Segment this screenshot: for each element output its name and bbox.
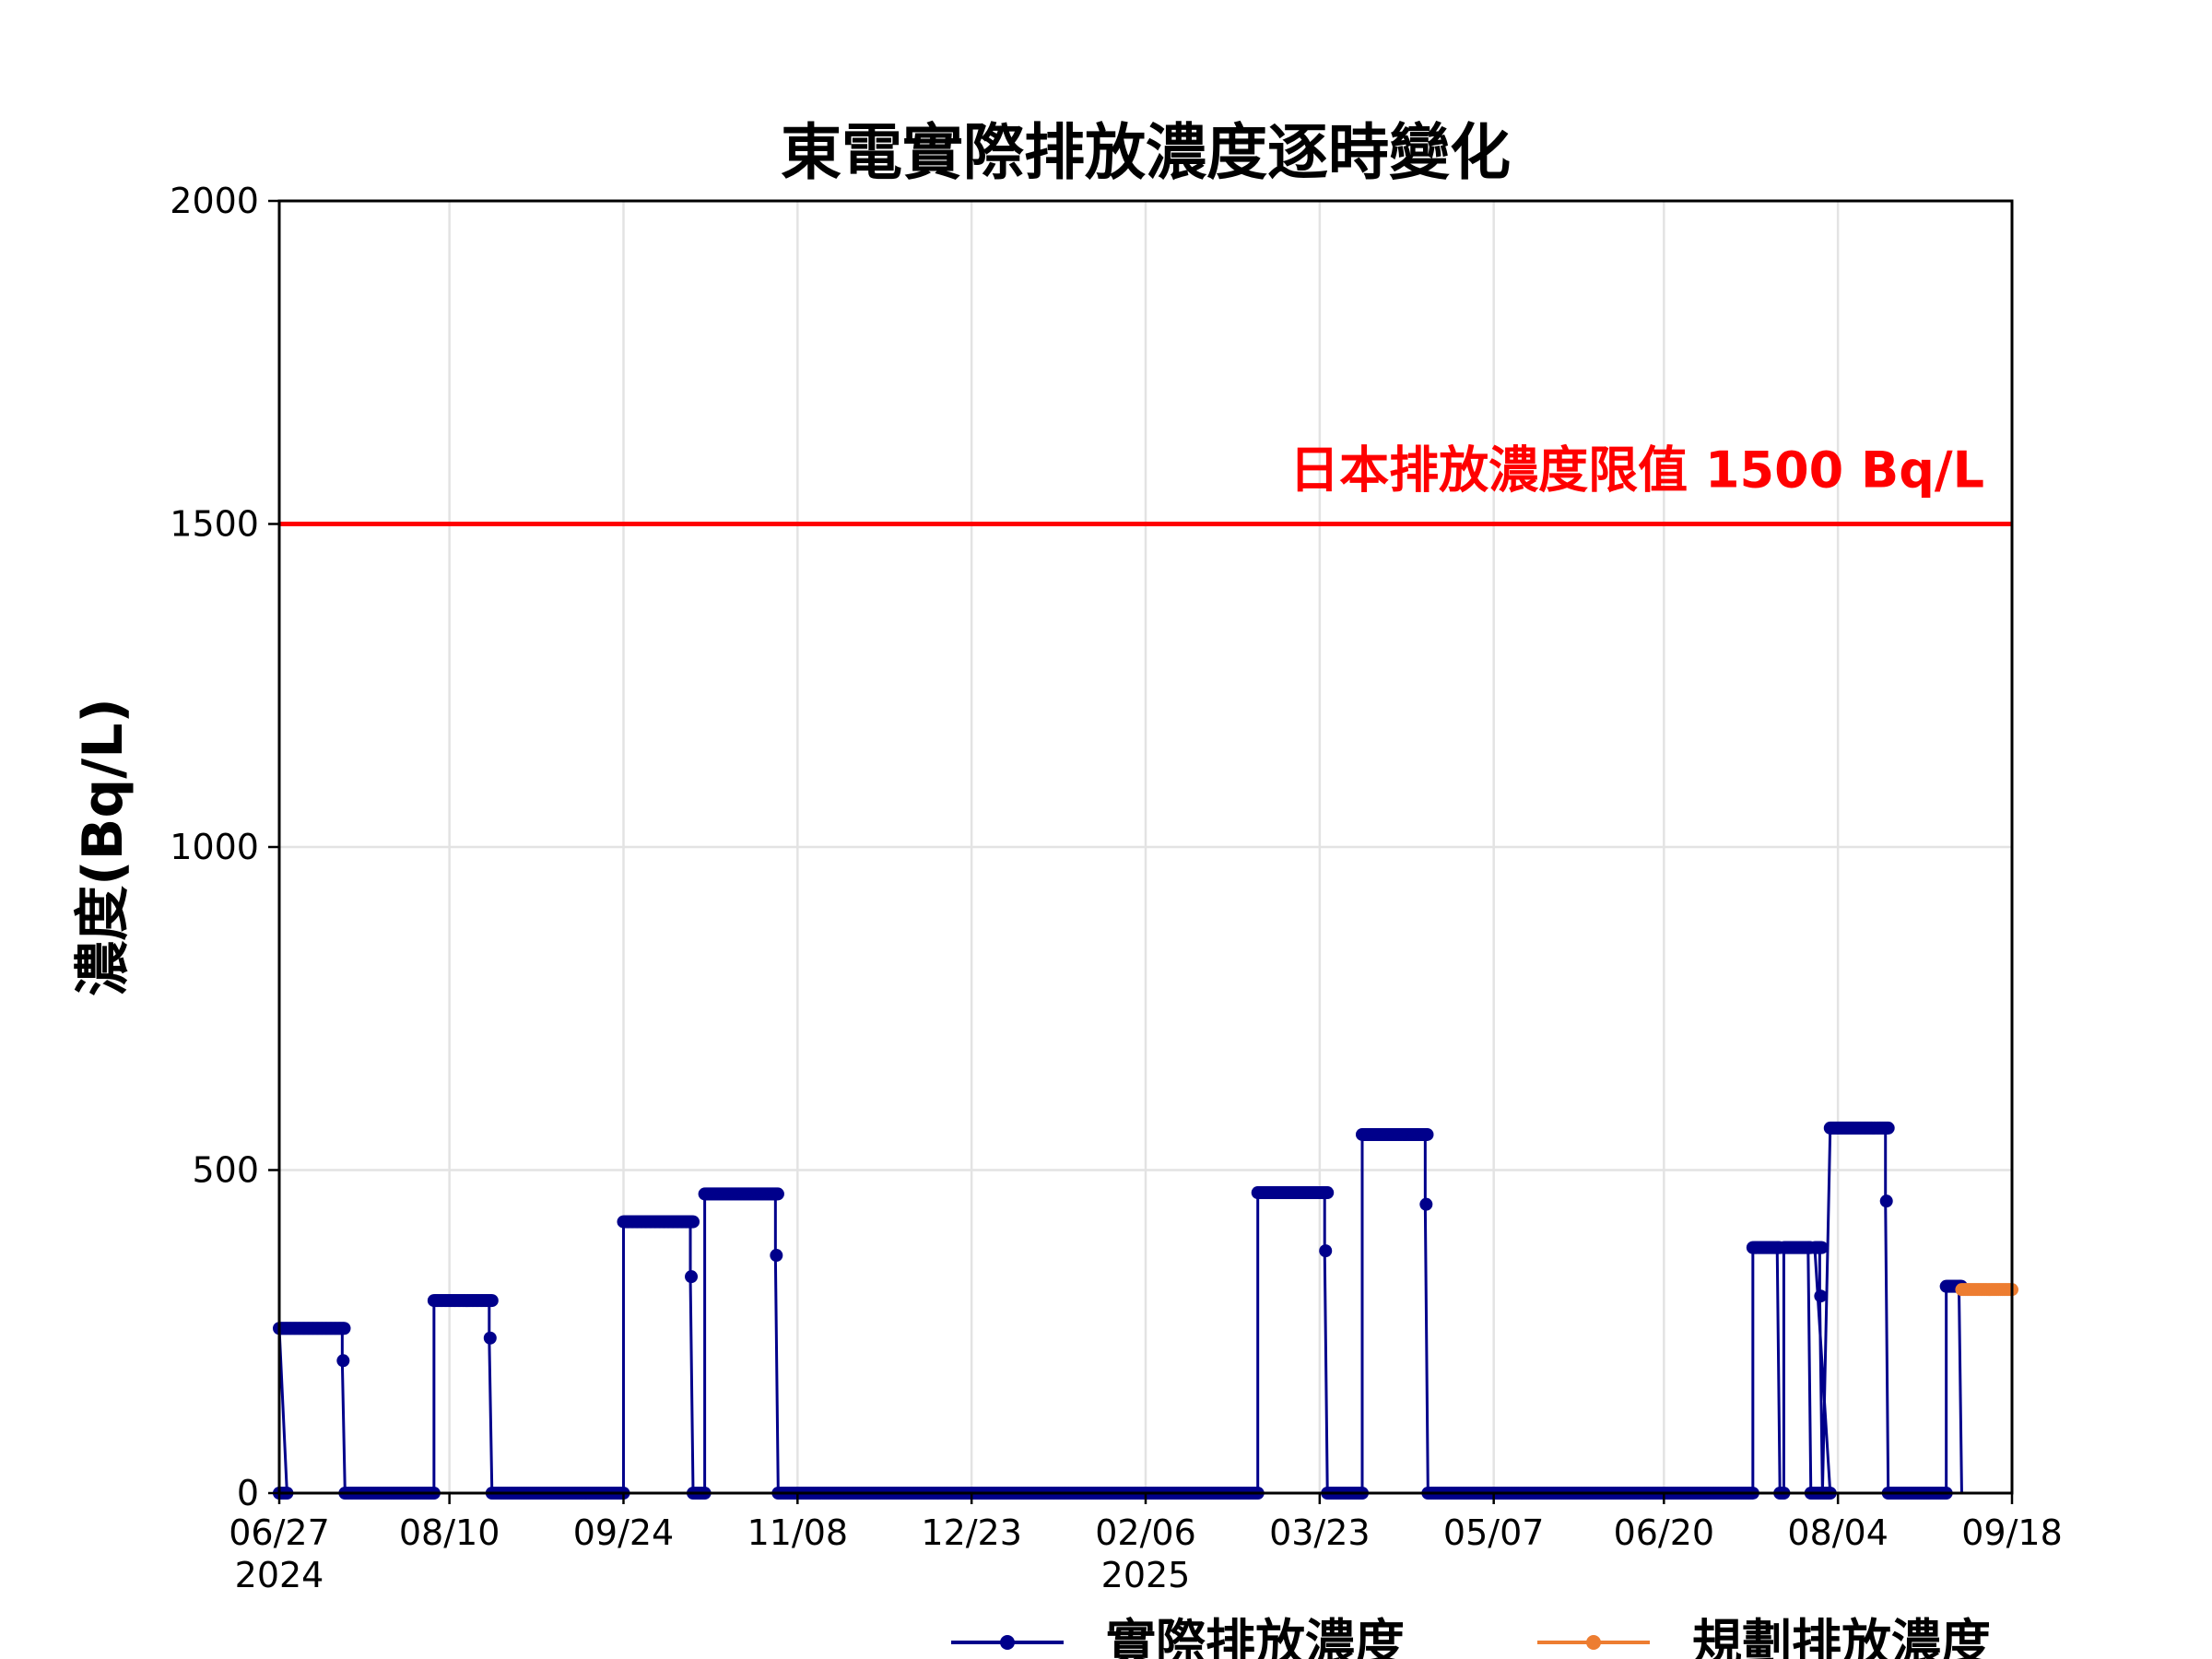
actual-data-point — [685, 1270, 699, 1284]
legend-marker-1 — [1000, 1635, 1015, 1650]
y-tick-label: 0 — [237, 1473, 259, 1513]
legend-label-1: 實際排放濃度 — [1106, 1614, 1405, 1659]
actual-data-point — [483, 1331, 497, 1345]
actual-data-point — [1881, 1121, 1895, 1135]
x-tick-label: 06/27 — [229, 1512, 330, 1553]
x-tick-label: 06/20 — [1614, 1512, 1715, 1553]
actual-data-point — [336, 1354, 350, 1368]
plot-area — [273, 1121, 2018, 1500]
actual-data-point — [770, 1249, 783, 1263]
actual-data-point — [1879, 1194, 1893, 1208]
legend-label-2: 規劃排放濃度 — [1692, 1614, 1991, 1659]
x-tick-label: 05/07 — [1443, 1512, 1545, 1553]
x-tick-year-label: 2024 — [235, 1555, 324, 1595]
x-tick-label: 03/23 — [1269, 1512, 1371, 1553]
actual-series-line — [277, 1126, 1963, 1495]
actual-data-point — [1419, 1197, 1433, 1211]
limit-line-group: 日本排放濃度限值 1500 Bq/L — [279, 441, 2012, 526]
actual-data-point — [1815, 1241, 1829, 1254]
y-tick-label: 500 — [192, 1150, 259, 1191]
actual-data-point — [485, 1294, 499, 1308]
y-tick-label: 2000 — [170, 181, 259, 221]
x-tick-label: 08/10 — [399, 1512, 500, 1553]
x-tick-label: 12/23 — [921, 1512, 1022, 1553]
actual-data-point — [771, 1187, 784, 1201]
y-axis-label: 濃度(Bq/L) — [71, 698, 135, 996]
actual-data-point — [687, 1215, 700, 1229]
actual-series-markers — [273, 1121, 1969, 1500]
x-tick-label: 09/18 — [1961, 1512, 2063, 1553]
actual-data-point — [337, 1322, 351, 1335]
actual-data-point — [1319, 1244, 1333, 1258]
limit-line-label: 日本排放濃度限值 1500 Bq/L — [1289, 441, 1984, 500]
legend-marker-2 — [1586, 1635, 1601, 1650]
x-tick-label: 08/04 — [1787, 1512, 1888, 1553]
y-tick-label: 1000 — [170, 827, 259, 867]
legend: 實際排放濃度 規劃排放濃度 — [951, 1614, 1991, 1659]
planned-series-markers — [1955, 1283, 2018, 1297]
actual-data-point — [1321, 1186, 1335, 1200]
chart-title: 東電實際排放濃度逐時變化 — [781, 117, 1511, 188]
x-tick-year-label: 2025 — [1101, 1555, 1191, 1595]
actual-data-point — [1420, 1127, 1434, 1141]
y-tick-label: 1500 — [170, 504, 259, 545]
x-tick-label: 02/06 — [1095, 1512, 1196, 1553]
x-tick-label: 09/24 — [573, 1512, 675, 1553]
actual-data-point — [1814, 1289, 1828, 1303]
x-tick-label: 11/08 — [747, 1512, 849, 1553]
